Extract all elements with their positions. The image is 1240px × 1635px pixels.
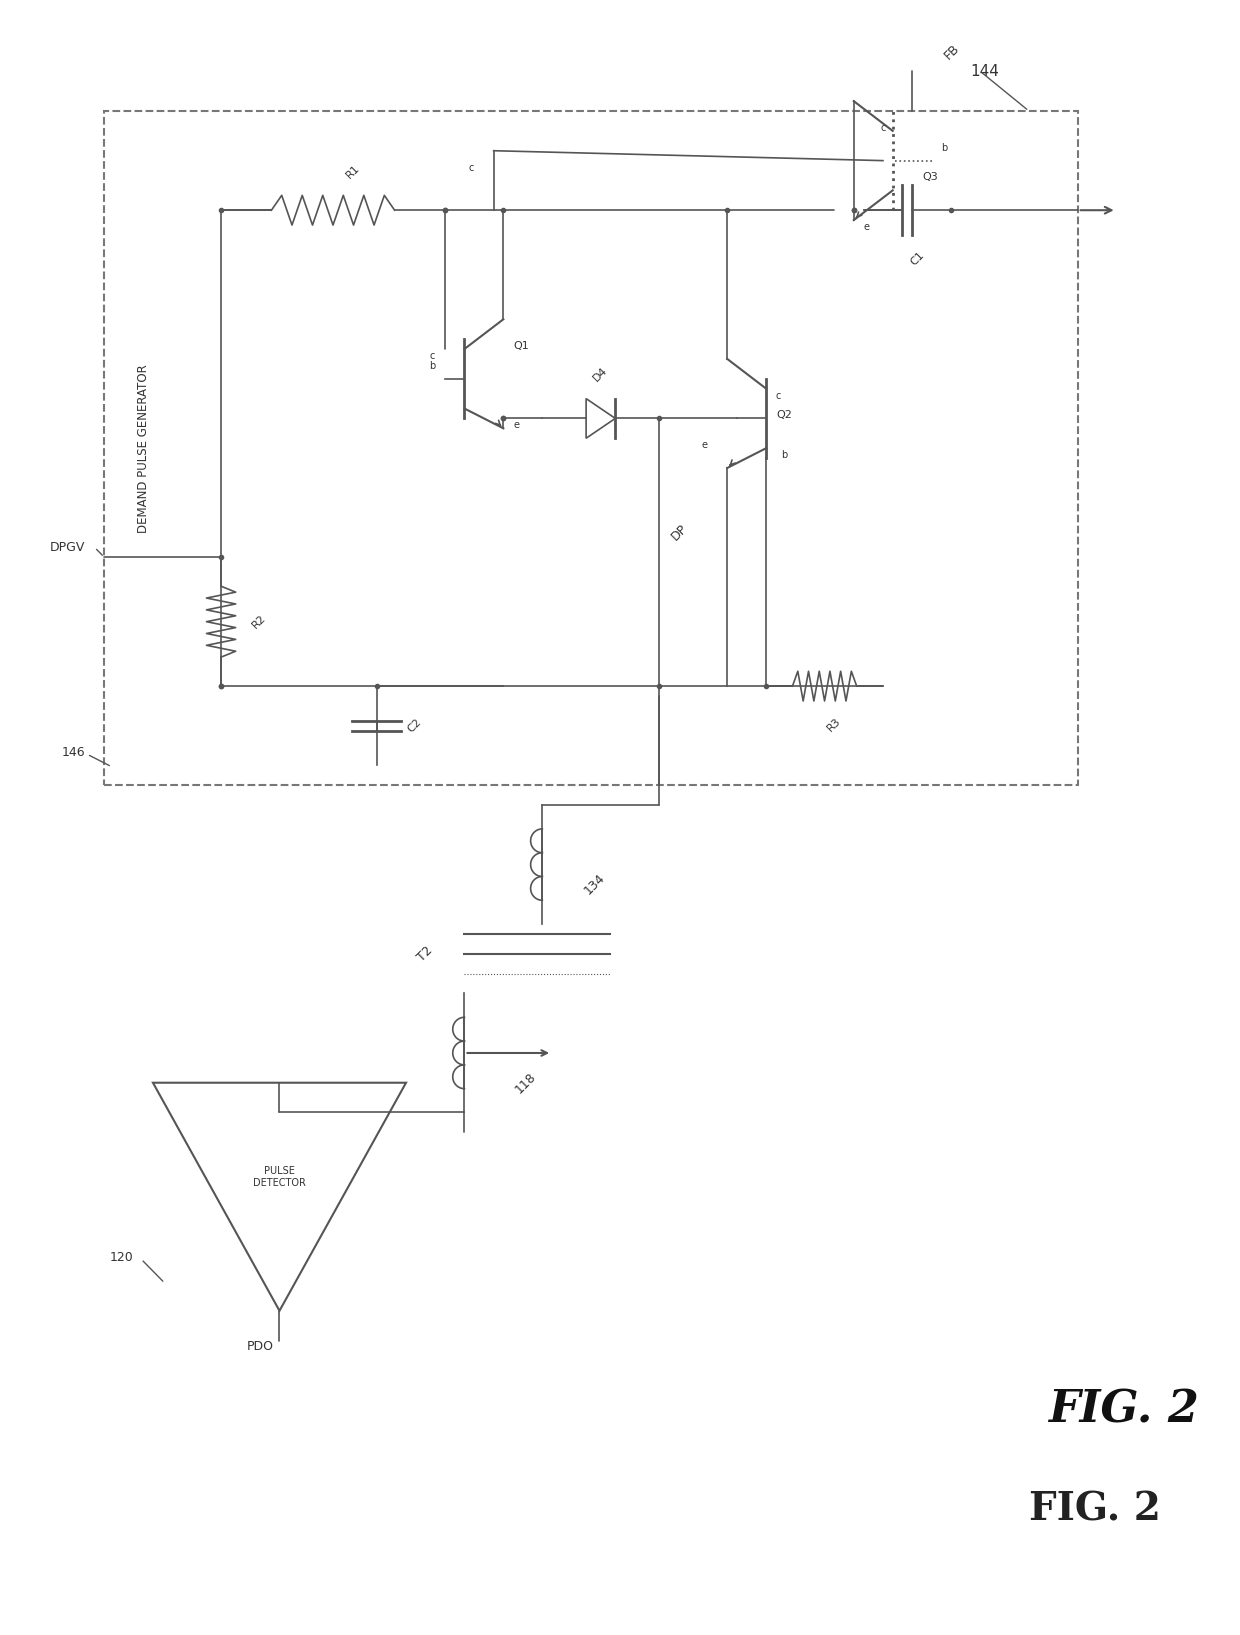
Text: 144: 144: [971, 64, 999, 78]
Text: PULSE
DETECTOR: PULSE DETECTOR: [253, 1166, 306, 1187]
Text: FIG. 2: FIG. 2: [1029, 1489, 1161, 1529]
Text: C2: C2: [405, 718, 424, 734]
Text: FB: FB: [941, 41, 962, 62]
Text: R2: R2: [250, 613, 268, 631]
Text: R3: R3: [826, 716, 843, 734]
Text: 118: 118: [513, 1069, 539, 1095]
Text: Q2: Q2: [776, 410, 792, 420]
Text: DPGV: DPGV: [50, 541, 84, 554]
Text: DEMAND PULSE GENERATOR: DEMAND PULSE GENERATOR: [136, 365, 150, 533]
Text: FIG. 2: FIG. 2: [1049, 1388, 1199, 1431]
Text: c: c: [880, 123, 885, 132]
Text: C1: C1: [909, 250, 926, 268]
Text: c: c: [469, 162, 474, 173]
Text: PDO: PDO: [247, 1341, 274, 1354]
Text: b: b: [429, 361, 435, 371]
Text: DP: DP: [668, 522, 691, 543]
Text: 146: 146: [61, 746, 84, 759]
Bar: [104, 111, 1078, 785]
Text: e: e: [863, 222, 869, 232]
Text: b: b: [781, 450, 787, 459]
Text: Q3: Q3: [921, 172, 937, 183]
Text: e: e: [513, 420, 520, 430]
Text: T2: T2: [415, 943, 435, 965]
Text: 120: 120: [109, 1251, 134, 1264]
Text: b: b: [941, 142, 947, 152]
Text: e: e: [702, 440, 708, 450]
Text: R1: R1: [343, 164, 361, 180]
Text: Q1: Q1: [513, 342, 528, 352]
Text: D4: D4: [591, 366, 610, 384]
Text: 134: 134: [582, 871, 608, 898]
Text: c: c: [430, 352, 435, 361]
Text: c: c: [776, 391, 781, 401]
